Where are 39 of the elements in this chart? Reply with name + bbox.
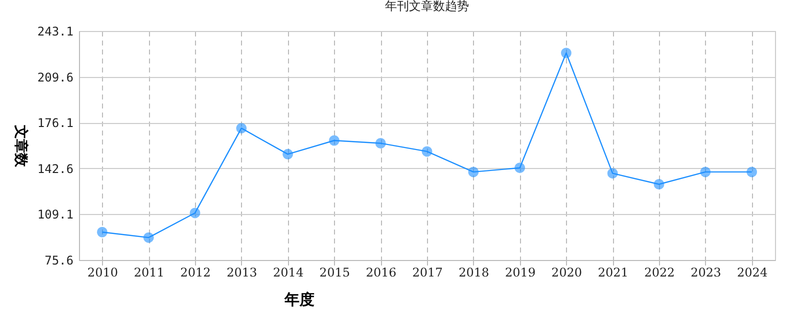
point xyxy=(514,162,526,174)
x-tick-label: 2017 xyxy=(412,266,443,280)
y-axis-title: 文章数 xyxy=(12,124,30,168)
x-axis-title: 年度 xyxy=(284,290,314,308)
point xyxy=(328,135,340,146)
x-tick-label: 2010 xyxy=(87,266,118,280)
chart-title: 年刊文章数趋势 xyxy=(385,0,469,13)
x-tick-label: 2023 xyxy=(690,266,722,280)
point xyxy=(96,226,108,238)
x-tick-label: 2021 xyxy=(598,266,628,280)
point xyxy=(282,148,294,160)
x-tick-label: 2011 xyxy=(134,266,164,280)
x-tick-label: 2016 xyxy=(366,266,396,280)
y-tick-label: 209.6 xyxy=(37,70,74,84)
point xyxy=(422,146,432,157)
point xyxy=(190,208,200,218)
x-tick-label: 2013 xyxy=(226,266,258,280)
x-tick-label: 2022 xyxy=(644,266,675,280)
y-tick-label: 176.1 xyxy=(37,116,74,130)
point xyxy=(236,122,247,134)
y-tick-label: 109.1 xyxy=(37,208,74,222)
x-tick-label: 2014 xyxy=(273,266,304,280)
x-tick-label: 2015 xyxy=(319,266,350,280)
x-tick-label: 2018 xyxy=(458,266,490,280)
x-tick-label: 2020 xyxy=(551,266,582,280)
y-tick-label: 243.1 xyxy=(37,24,74,38)
x-tick-label: 2024 xyxy=(737,266,768,280)
point xyxy=(143,232,154,243)
y-tick-label: 75.6 xyxy=(44,254,74,268)
point xyxy=(375,138,386,148)
point xyxy=(700,166,711,178)
y-tick-label: 142.6 xyxy=(37,162,74,176)
x-tick-label: 2019 xyxy=(505,266,536,280)
x-tick-label: 2012 xyxy=(180,266,211,280)
point xyxy=(560,48,572,58)
point xyxy=(746,166,758,178)
point xyxy=(654,179,664,190)
point xyxy=(607,168,618,179)
point xyxy=(468,166,479,178)
